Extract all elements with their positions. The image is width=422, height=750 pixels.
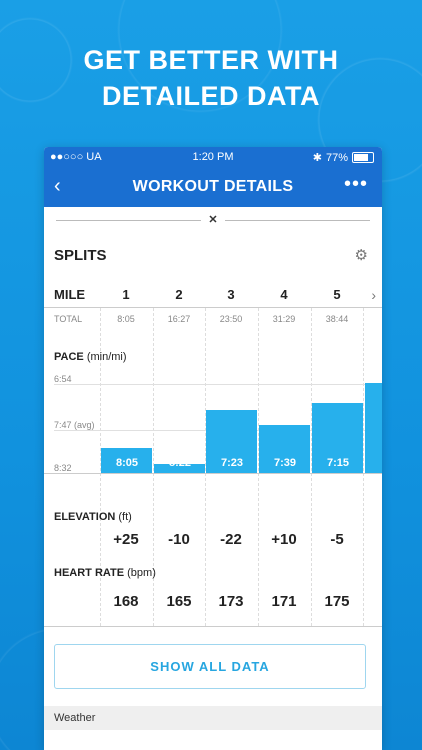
headline-line-1: GET BETTER WITH (83, 45, 339, 75)
total-time: 38:44 (325, 314, 349, 324)
total-time: 23:50 (219, 314, 243, 324)
phone-screen: ●●○○○ UA 1:20 PM ✱ 77% ‹ WORKOUT DETAILS… (44, 147, 382, 750)
elevation-value: +10 (271, 531, 297, 548)
pace-axis-bottom: 8:32 (54, 463, 72, 473)
pace-unit: (min/mi) (86, 351, 127, 363)
mile-number: 1 (122, 287, 130, 302)
carrier-signal: ●●○○○ UA (50, 151, 102, 163)
weather-section-header[interactable]: Weather (44, 706, 382, 730)
elevation-unit: (ft) (118, 511, 132, 523)
pace-bar (259, 424, 310, 473)
pace-axis-avg: 7:47 (avg) (54, 420, 95, 430)
pace-bar-partial (365, 383, 382, 473)
pace-bar (206, 410, 257, 473)
elevation-value: +25 (113, 531, 139, 548)
chart-baseline (44, 473, 382, 474)
column-divider (258, 308, 259, 626)
elevation-value: -10 (168, 531, 190, 548)
status-time: 1:20 PM (192, 151, 234, 163)
heart-rate-value: 165 (166, 593, 192, 610)
nav-bar: ‹ WORKOUT DETAILS ••• (44, 167, 382, 207)
pace-bar-label: 8:05 (115, 457, 139, 469)
mile-number: 4 (280, 287, 288, 302)
pace-bar-label: 7:23 (220, 457, 244, 469)
pace-bar (312, 403, 363, 473)
splits-title: SPLITS (54, 247, 107, 264)
show-all-data-button[interactable]: SHOW ALL DATA (54, 644, 366, 689)
battery-icon (352, 152, 374, 163)
heart-rate-value: 171 (271, 593, 297, 610)
pace-bar-label: 7:15 (326, 457, 350, 469)
pace-bar (154, 463, 205, 473)
heart-rate-value: 175 (324, 593, 350, 610)
column-divider (153, 308, 154, 626)
mile-number: 2 (175, 287, 183, 302)
table-bottom-divider (44, 626, 382, 627)
heart-rate-label: HEART RATE (bpm) (54, 567, 156, 579)
status-right: ✱ 77% (313, 151, 374, 164)
heart-rate-unit: (bpm) (127, 567, 156, 579)
headline-line-2: DETAILED DATA (102, 81, 320, 111)
elevation-label: ELEVATION (ft) (54, 511, 132, 523)
total-time: 16:27 (167, 314, 191, 324)
heart-rate-value: 173 (218, 593, 244, 610)
total-time: 31:29 (272, 314, 296, 324)
mile-label: MILE (54, 287, 86, 302)
mile-number: 3 (227, 287, 235, 302)
header-divider (44, 307, 382, 308)
chevron-right-icon[interactable]: › (371, 287, 376, 303)
pace-label: PACE (min/mi) (54, 351, 127, 363)
pace-bar (101, 448, 152, 473)
bluetooth-icon: ✱ (312, 152, 322, 164)
elevation-value: -5 (330, 531, 344, 548)
total-label: TOTAL (54, 314, 83, 324)
heart-rate-title: HEART RATE (54, 567, 125, 579)
column-divider (363, 308, 364, 626)
mile-number: 5 (333, 287, 341, 302)
battery-percent: 77% (325, 151, 348, 164)
pace-axis-top: 6:54 (54, 374, 72, 384)
elevation-title: ELEVATION (54, 511, 116, 523)
elevation-value: -22 (220, 531, 242, 548)
mile-header-row: MILE 1 2 3 4 5 › (44, 287, 382, 307)
gear-icon[interactable]: ⚙ (354, 247, 368, 264)
total-time: 8:05 (117, 314, 135, 324)
status-bar: ●●○○○ UA 1:20 PM ✱ 77% (44, 147, 382, 167)
more-options-icon[interactable]: ••• (343, 173, 368, 195)
under-armour-logo-icon: ✕ (201, 213, 225, 227)
column-divider (311, 308, 312, 626)
heart-rate-value: 168 (113, 593, 139, 610)
back-chevron-icon[interactable]: ‹ (54, 175, 61, 197)
grid-line (54, 384, 382, 385)
column-divider (100, 308, 101, 626)
pace-bar-label: 7:39 (273, 457, 297, 469)
page-title: WORKOUT DETAILS (132, 178, 294, 195)
pace-title: PACE (54, 351, 84, 363)
promo-headline: GET BETTER WITH DETAILED DATA (0, 42, 422, 114)
column-divider (205, 308, 206, 626)
pace-bar-label: 8:22 (168, 457, 192, 469)
